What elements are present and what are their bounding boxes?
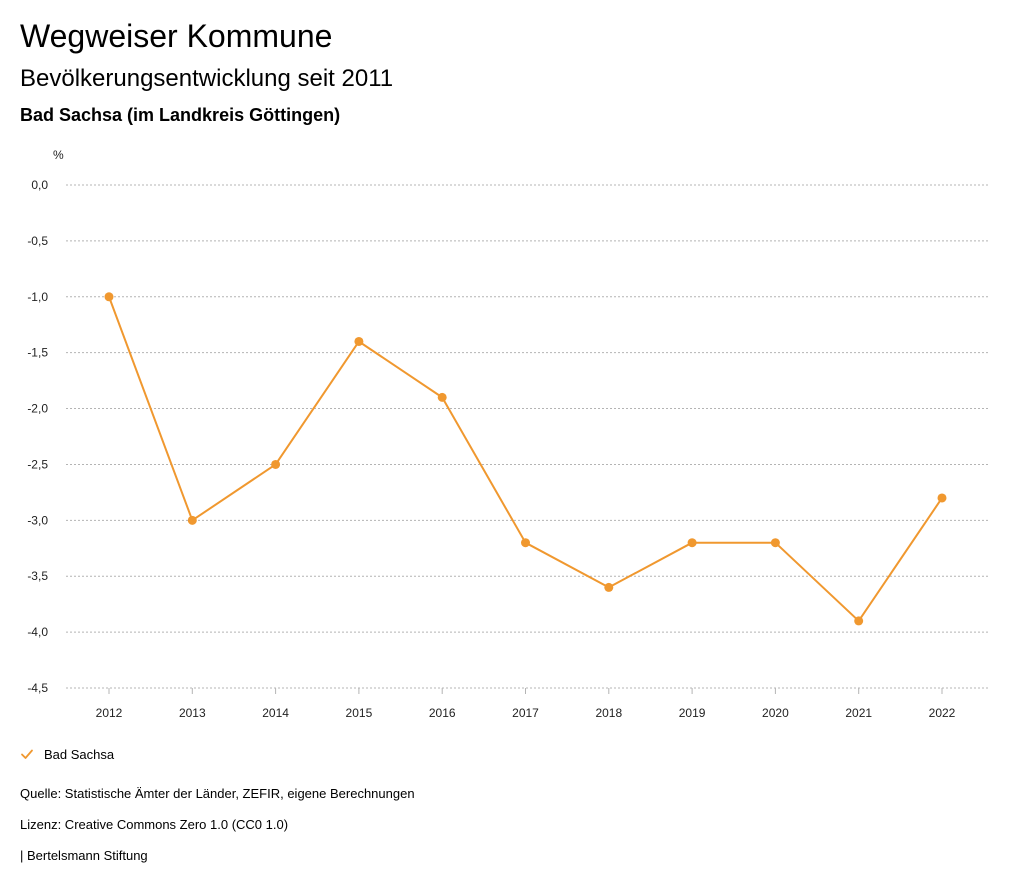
x-tick-label: 2013 [179, 706, 206, 720]
x-tick-label: 2017 [512, 706, 539, 720]
x-tick-label: 2015 [346, 706, 373, 720]
legend[interactable]: Bad Sachsa [20, 744, 114, 764]
series-line [108, 296, 943, 622]
data-point[interactable] [937, 493, 947, 503]
data-point[interactable] [521, 538, 530, 548]
data-point[interactable] [854, 616, 864, 626]
x-tick-label: 2016 [429, 706, 456, 720]
data-point[interactable] [354, 336, 364, 346]
chart-subtitle: Bevölkerungsentwicklung seit 2011 [20, 65, 394, 92]
x-tick-label: 2020 [762, 706, 789, 720]
y-axis-unit-label: % [53, 148, 64, 162]
y-tick-label: -3,5 [27, 569, 48, 583]
x-tick-label: 2022 [929, 706, 956, 720]
legend-label: Bad Sachsa [44, 746, 115, 762]
x-tick-label: 2018 [595, 706, 622, 720]
check-icon [21, 749, 33, 759]
y-tick-label: -4,5 [27, 681, 48, 695]
x-tick-label: 2019 [679, 706, 706, 720]
x-axis-ticks: 2012 2013 2014 2015 2016 2017 2018 2019 2020 2021… [96, 688, 956, 720]
y-tick-label: -4,0 [27, 625, 48, 639]
data-point[interactable] [604, 582, 614, 592]
x-tick-label: 2012 [96, 706, 123, 720]
line-chart: % 0,0 -0,5 -1,0 -1,5 -2,0 -2,5 -3,0 -3,5 -4,0 -4,… [27, 148, 990, 720]
data-point[interactable] [687, 538, 697, 548]
data-point[interactable] [437, 392, 447, 402]
data-point[interactable] [271, 459, 281, 469]
x-tick-label: 2021 [845, 706, 872, 720]
y-tick-label: -1,0 [27, 290, 48, 304]
source-note: Quelle: Statistische Ämter der Länder, Z… [20, 786, 415, 801]
y-tick-label: -2,0 [27, 402, 48, 416]
data-point[interactable] [187, 515, 197, 525]
y-tick-label: 0,0 [31, 178, 48, 192]
y-tick-label: -0,5 [27, 234, 48, 248]
x-tick-label: 2014 [262, 706, 289, 720]
y-axis-ticks: 0,0 -0,5 -1,0 -1,5 -2,0 -2,5 -3,0 -3,5 -4,0 -4,5 [27, 178, 48, 695]
page-title: Wegweiser Kommune [20, 18, 333, 54]
publisher-note: | Bertelsmann Stiftung [20, 848, 148, 863]
y-tick-label: -2,5 [27, 457, 48, 471]
grid-layer [66, 184, 990, 689]
y-tick-label: -1,5 [27, 346, 48, 360]
license-note: Lizenz: Creative Commons Zero 1.0 (CC0 1… [20, 817, 289, 832]
data-point[interactable] [104, 292, 114, 302]
region-label: Bad Sachsa (im Landkreis Göttingen) [20, 105, 341, 125]
series-layer [104, 292, 947, 626]
y-tick-label: -3,0 [27, 513, 48, 527]
data-point[interactable] [770, 538, 780, 548]
